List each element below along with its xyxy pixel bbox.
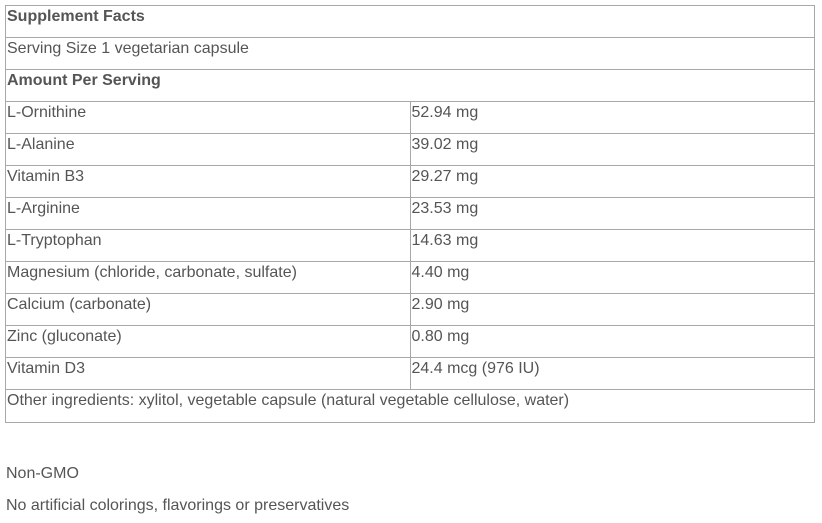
nutrient-amount: 52.94 mg [409,101,815,134]
nutrient-name: Magnesium (chloride, carbonate, sulfate) [5,261,411,294]
serving-size-row: Serving Size 1 vegetarian capsule [5,37,815,70]
serving-size: Serving Size 1 vegetarian capsule [5,37,815,70]
title-row: Supplement Facts [5,5,815,38]
nutrient-name: L-Alanine [5,133,411,166]
nutrient-amount: 29.27 mg [409,165,815,198]
nutrient-name: Calcium (carbonate) [5,293,411,326]
nutrient-name: L-Tryptophan [5,229,411,262]
supplement-facts-table: Supplement Facts Serving Size 1 vegetari… [5,5,815,423]
nutrient-name: L-Arginine [5,197,411,230]
nutrient-name: L-Ornithine [5,101,411,134]
nutrient-amount: 23.53 mg [409,197,815,230]
nutrient-amount: 14.63 mg [409,229,815,262]
table-row: L-Alanine 39.02 mg [5,133,815,166]
nutrient-amount: 2.90 mg [409,293,815,326]
other-ingredients: Other ingredients: xylitol, vegetable ca… [5,389,815,423]
other-ingredients-row: Other ingredients: xylitol, vegetable ca… [5,389,815,423]
supplement-facts-title: Supplement Facts [5,5,815,38]
nutrient-amount: 39.02 mg [409,133,815,166]
table-row: Calcium (carbonate) 2.90 mg [5,293,815,326]
non-gmo-note: Non-GMO [6,465,79,482]
amount-per-serving-header: Amount Per Serving [5,69,815,102]
table-row: Vitamin B3 29.27 mg [5,165,815,198]
nutrient-amount: 24.4 mcg (976 IU) [409,357,815,390]
nutrient-name: Vitamin B3 [5,165,411,198]
table-row: Vitamin D3 24.4 mcg (976 IU) [5,357,815,390]
nutrient-name: Vitamin D3 [5,357,411,390]
table-row: L-Tryptophan 14.63 mg [5,229,815,262]
table-row: L-Arginine 23.53 mg [5,197,815,230]
nutrient-amount: 0.80 mg [409,325,815,358]
nutrient-amount: 4.40 mg [409,261,815,294]
table-row: Zinc (gluconate) 0.80 mg [5,325,815,358]
table-row: L-Ornithine 52.94 mg [5,101,815,134]
no-artificial-note: No artificial colorings, flavorings or p… [6,497,350,514]
amount-header-row: Amount Per Serving [5,69,815,102]
table-row: Magnesium (chloride, carbonate, sulfate)… [5,261,815,294]
nutrient-name: Zinc (gluconate) [5,325,411,358]
